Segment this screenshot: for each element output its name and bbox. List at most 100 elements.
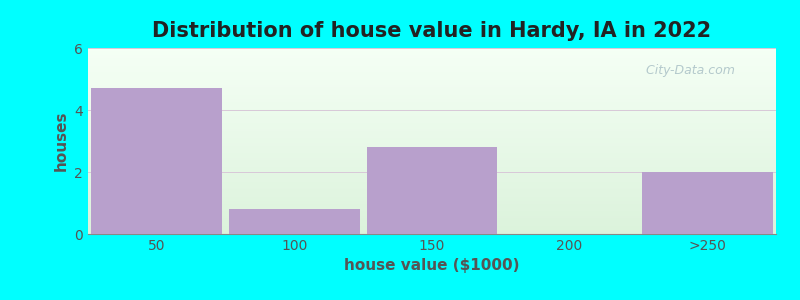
Bar [88,210,776,211]
Bar [88,160,776,161]
Bar [88,123,776,124]
Bar [88,130,776,131]
Bar [88,146,776,147]
Bar [88,214,776,215]
Bar [88,134,776,135]
Bar [88,187,776,188]
Bar [88,121,776,122]
Bar [88,99,776,100]
Bar [88,164,776,165]
Bar [88,114,776,115]
Bar [88,91,776,92]
Bar [88,189,776,190]
Bar [88,227,776,228]
Bar [88,182,776,183]
Bar [88,87,776,88]
Bar [88,89,776,90]
Bar [88,119,776,120]
Bar [88,128,776,129]
Bar [88,60,776,61]
Bar [88,185,776,186]
Bar [88,104,776,105]
Bar [88,100,776,101]
Bar [88,107,776,108]
Bar [88,167,776,168]
Bar [88,230,776,231]
Bar [88,147,776,148]
Bar [88,95,776,96]
Bar [88,152,776,153]
Bar [88,124,776,125]
Bar [88,168,776,169]
Bar [88,163,776,164]
Bar [88,98,776,99]
Bar [88,75,776,76]
Bar [88,129,776,130]
Bar [88,199,776,200]
Bar [366,147,498,234]
Bar [88,48,776,49]
Bar [88,110,776,111]
Bar [88,204,776,205]
Bar [88,111,776,112]
Bar [88,86,776,87]
Bar [88,143,776,144]
Bar [88,156,776,157]
Bar [88,150,776,151]
Bar [88,112,776,113]
Bar [88,63,776,64]
Bar [88,50,776,51]
Bar [88,68,776,69]
Bar [88,232,776,233]
Bar [88,53,776,54]
Bar [88,192,776,193]
Bar [88,184,776,185]
Bar [88,194,776,195]
Bar [88,162,776,163]
Bar [88,108,776,110]
Bar [88,202,776,203]
Bar [88,172,776,173]
Bar [88,84,776,85]
Bar [88,115,776,116]
Bar [88,165,776,166]
Bar [88,67,776,68]
Bar [88,49,776,50]
Bar [88,131,776,132]
Bar [229,209,360,234]
Bar [88,93,776,94]
Bar [88,212,776,213]
Bar [88,218,776,219]
Bar [88,202,776,203]
Bar [88,216,776,217]
Bar [88,82,776,83]
Bar [88,206,776,207]
Bar [88,96,776,97]
Bar [88,64,776,65]
Bar [88,215,776,216]
Bar [88,217,776,218]
Bar [88,54,776,55]
X-axis label: house value ($1000): house value ($1000) [344,258,520,273]
Bar [88,113,776,114]
Bar [88,203,776,204]
Bar [88,73,776,74]
Bar [88,213,776,214]
Bar [88,207,776,208]
Bar [88,140,776,141]
Bar [88,122,776,123]
Bar [88,135,776,136]
Bar [88,70,776,71]
Bar [88,97,776,98]
Bar [88,178,776,179]
Title: Distribution of house value in Hardy, IA in 2022: Distribution of house value in Hardy, IA… [153,21,711,41]
Bar [88,118,776,119]
Bar [88,224,776,225]
Bar [88,173,776,175]
Bar [88,103,776,104]
Bar [88,169,776,170]
Bar [88,132,776,133]
Bar [88,229,776,230]
Bar [88,58,776,59]
Bar [88,106,776,107]
